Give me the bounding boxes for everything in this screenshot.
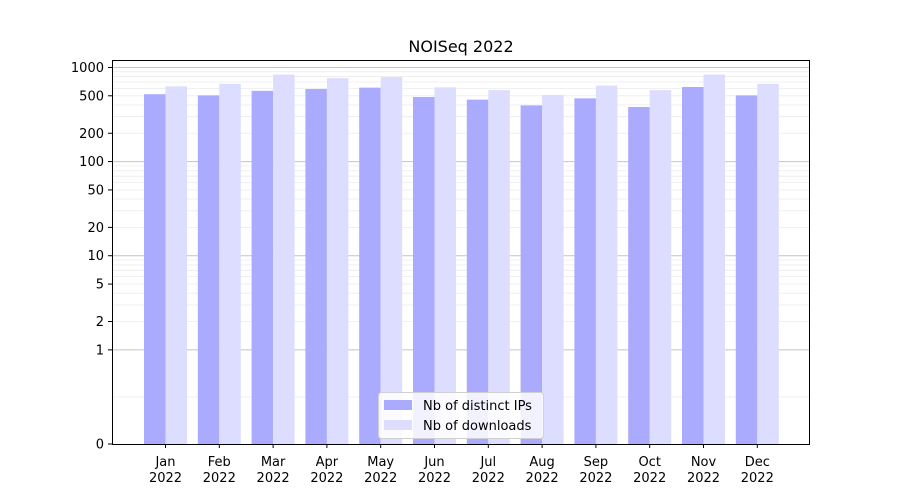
bar-distinct-ips-feb (197, 95, 220, 444)
y-tick-label: 5 (96, 278, 104, 293)
bar-downloads-apr (326, 78, 349, 444)
legend-box (378, 392, 544, 439)
bar-downloads-nov (703, 74, 725, 444)
bar-distinct-ips-may (359, 87, 381, 444)
legend: Nb of distinct IPs Nb of downloads (378, 392, 544, 439)
y-tick-label: 10 (87, 249, 104, 264)
y-tick-label: 100 (79, 155, 104, 170)
bar-downloads-jul (488, 90, 510, 445)
bar-distinct-ips-jul (466, 99, 489, 445)
legend-label: Nb of distinct IPs (423, 399, 532, 414)
x-axis: Jan 2022 Feb 2022 Mar 2022 Apr 2022 May 2022 Jun 20… (149, 444, 774, 486)
bar-distinct-ips-oct (628, 107, 650, 444)
bar-downloads-mar (273, 74, 295, 444)
chart-title: NOISeq 2022 (408, 37, 513, 56)
y-tick-label: 50 (87, 183, 104, 198)
bar-downloads-oct (649, 90, 672, 445)
bar-distinct-ips-jan (144, 94, 166, 445)
x-tick-label: Mar 2022 (257, 455, 290, 486)
bar-distinct-ips-aug (520, 105, 543, 444)
x-tick-label: Aug 2022 (526, 455, 559, 486)
bar-distinct-ips-dec (735, 95, 758, 444)
bar-downloads-feb (219, 83, 241, 444)
legend-swatch (384, 420, 412, 430)
bar-distinct-ips-mar (251, 90, 274, 444)
y-tick-label: 200 (79, 127, 104, 142)
bar-distinct-ips-jun (413, 97, 435, 444)
y-tick-label: 1 (96, 343, 104, 358)
x-tick-label: Jun 2022 (418, 455, 451, 486)
bar-downloads-jun (434, 87, 456, 444)
x-tick-label: Jan 2022 (149, 455, 182, 486)
bar-layer (144, 74, 779, 445)
x-tick-label: Sep 2022 (579, 455, 612, 486)
legend-label: Nb of downloads (423, 419, 532, 434)
bar-downloads-dec (757, 83, 779, 444)
bar-distinct-ips-sep (574, 98, 596, 445)
legend-swatch (384, 400, 412, 410)
y-tick-label: 20 (87, 221, 104, 236)
y-tick-label: 500 (79, 89, 104, 104)
bar-downloads-aug (542, 94, 564, 444)
x-tick-label: Oct 2022 (633, 455, 666, 486)
bar-downloads-may (380, 77, 403, 444)
x-tick-label: Dec 2022 (741, 455, 774, 486)
y-tick-label: 2 (96, 315, 104, 330)
x-tick-label: Feb 2022 (203, 455, 236, 486)
plot-frame (112, 60, 810, 445)
x-tick-label: Nov 2022 (687, 455, 720, 486)
x-tick-label: Apr 2022 (310, 455, 343, 486)
x-tick-label: Jul 2022 (472, 455, 505, 486)
bar-downloads-sep (595, 85, 618, 444)
bar-downloads-jan (165, 86, 187, 444)
y-axis: 0 1 2 5 10 20 50 100 200 500 1000 (71, 61, 112, 453)
y-tick-label: 0 (96, 438, 104, 453)
bar-distinct-ips-apr (305, 89, 327, 444)
bar-distinct-ips-nov (682, 86, 704, 444)
y-tick-label: 1000 (71, 61, 104, 76)
x-tick-label: May 2022 (364, 455, 397, 486)
